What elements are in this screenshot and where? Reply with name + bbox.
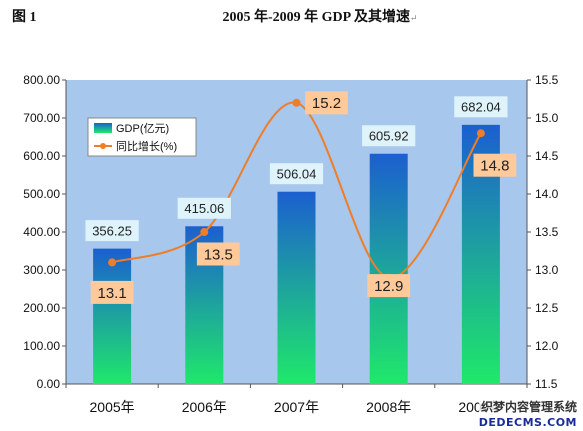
line-value-label-bg [367, 274, 411, 298]
data-labels: 356.25 415.06 506.04 605.92 682.04 13.1 13.5 15… [85, 91, 517, 304]
left-tick-label: 700.00 [23, 111, 60, 125]
right-axis: 11.5 12.0 12.5 13.0 13.5 14.0 14.5 15.0 15.5 [526, 73, 559, 391]
right-tick-label: 13.5 [535, 225, 559, 239]
legend-bar-swatch [94, 123, 112, 133]
right-tick-label: 15.0 [535, 111, 559, 125]
bar-value-label: 415.06 [184, 201, 224, 216]
watermark-text: 织梦内容管理系统 [478, 398, 579, 415]
legend-label-gdp: GDP(亿元) [116, 122, 169, 135]
x-tick-label: 2008年 [366, 399, 411, 415]
bar [93, 248, 132, 384]
watermark-url: DEDECMS.COM [476, 416, 579, 429]
left-axis: 0.00 100.00 200.00 300.00 400.00 500.00 600.00… [23, 73, 67, 391]
return-mark-icon: ↵ [409, 13, 418, 23]
legend: GDP(亿元) 同比增长(%) [87, 117, 197, 157]
right-tick-label: 14.5 [535, 149, 559, 163]
right-tick-label: 12.0 [535, 339, 559, 353]
legend-label-growth: 同比增长(%) [116, 139, 177, 153]
line-value-label: 13.5 [204, 246, 233, 263]
line-value-label-bg [305, 91, 348, 115]
chart-title: 2005 年-2009 年 GDP 及其增速↵ [130, 6, 510, 26]
bar-value-label: 506.04 [277, 166, 317, 181]
bar-value-label: 682.04 [461, 100, 501, 115]
left-tick-label: 800.00 [23, 73, 60, 87]
bar-value-label: 605.92 [369, 128, 409, 143]
left-tick-label: 400.00 [23, 225, 60, 239]
line-point [108, 258, 117, 267]
figure-label: 图 1 [12, 10, 37, 25]
line-value-label: 12.9 [374, 278, 403, 295]
left-tick-label: 100.00 [23, 339, 60, 353]
bar-value-label-bg [269, 163, 324, 185]
bar-value-label-bg [362, 125, 416, 147]
left-tick-label: 200.00 [23, 301, 60, 315]
bar-value-label-bg [454, 96, 508, 118]
line-value-label-bg [473, 153, 517, 177]
bar-value-label-bg [177, 197, 231, 219]
line-value-label: 15.2 [312, 95, 341, 112]
left-tick-label: 300.00 [23, 263, 60, 277]
right-tick-label: 14.0 [535, 187, 559, 201]
bar-value-label: 356.25 [92, 223, 132, 238]
left-tick-label: 600.00 [23, 149, 60, 163]
bar-value-label-bg [85, 220, 139, 242]
line-value-label: 13.1 [97, 285, 126, 302]
line-value-label-bg [196, 242, 240, 266]
line-point [200, 228, 209, 236]
line-value-label-bg [90, 280, 134, 304]
x-tick-label: 2005年 [90, 399, 135, 415]
right-tick-label: 15.5 [535, 73, 559, 87]
left-tick-label: 500.00 [23, 187, 60, 201]
right-tick-label: 13.0 [535, 263, 559, 277]
bar [369, 153, 408, 384]
x-axis: 2005年2006年2007年2008年2009年 [65, 383, 528, 415]
legend-line-marker [100, 143, 106, 149]
left-tick-label: 0.00 [37, 377, 61, 391]
x-tick-label: 2007年 [274, 399, 319, 415]
x-tick-label: 2006年 [182, 399, 227, 415]
line-point [292, 98, 301, 107]
bar [277, 191, 316, 384]
chart-title-text: 2005 年-2009 年 GDP 及其增速 [222, 10, 410, 25]
line-point [476, 129, 485, 138]
right-tick-label: 11.5 [535, 377, 558, 391]
line-value-label: 14.8 [480, 158, 509, 175]
right-tick-label: 12.5 [535, 301, 559, 315]
